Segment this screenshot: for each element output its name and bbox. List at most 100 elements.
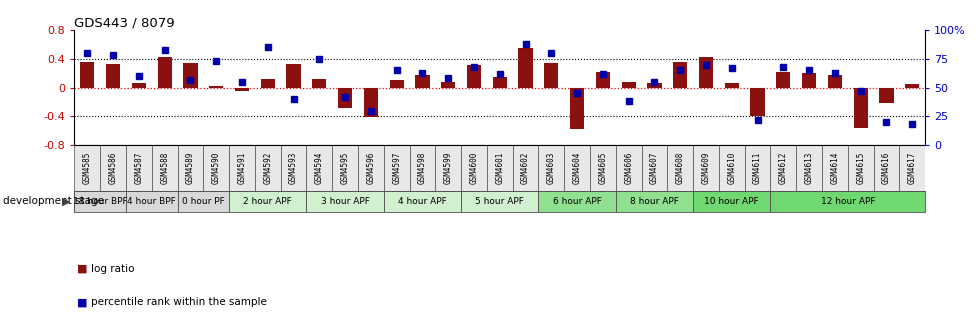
Bar xyxy=(260,79,275,88)
Text: GSM4608: GSM4608 xyxy=(675,152,684,184)
Bar xyxy=(100,145,126,191)
Text: GSM4602: GSM4602 xyxy=(520,152,529,184)
Bar xyxy=(358,145,383,191)
Bar xyxy=(177,145,203,191)
Bar xyxy=(673,62,687,88)
Text: 4 hour BPF: 4 hour BPF xyxy=(127,197,176,206)
Bar xyxy=(183,62,198,88)
Bar xyxy=(152,145,177,191)
Bar xyxy=(750,88,764,116)
Text: GSM4594: GSM4594 xyxy=(315,152,324,184)
Text: GSM4588: GSM4588 xyxy=(160,152,169,184)
Bar xyxy=(281,145,306,191)
Text: GSM4604: GSM4604 xyxy=(572,152,581,184)
Bar xyxy=(415,75,429,88)
Bar xyxy=(312,79,326,88)
Text: ■: ■ xyxy=(77,264,88,274)
Text: 2 hour APF: 2 hour APF xyxy=(244,197,291,206)
Bar xyxy=(538,145,563,191)
Bar xyxy=(827,75,841,88)
Text: percentile rank within the sample: percentile rank within the sample xyxy=(91,297,267,307)
Text: GSM4591: GSM4591 xyxy=(238,152,246,184)
Bar xyxy=(409,145,435,191)
Text: GSM4589: GSM4589 xyxy=(186,152,195,184)
Bar xyxy=(287,64,300,88)
Text: GSM4617: GSM4617 xyxy=(907,152,915,184)
Bar xyxy=(74,145,100,191)
Text: GSM4592: GSM4592 xyxy=(263,152,272,184)
Bar xyxy=(461,191,538,212)
Text: GSM4593: GSM4593 xyxy=(289,152,297,184)
Text: GSM4598: GSM4598 xyxy=(418,152,426,184)
Bar xyxy=(461,145,486,191)
Bar xyxy=(692,191,770,212)
Bar xyxy=(74,191,126,212)
Bar xyxy=(126,191,177,212)
Bar xyxy=(872,145,899,191)
Bar xyxy=(847,145,872,191)
Text: 5 hour APF: 5 hour APF xyxy=(475,197,523,206)
Text: GSM4600: GSM4600 xyxy=(469,152,478,184)
Bar xyxy=(770,145,795,191)
Bar xyxy=(467,65,480,88)
Text: GSM4615: GSM4615 xyxy=(856,152,865,184)
Bar xyxy=(724,83,738,88)
Bar xyxy=(795,145,822,191)
Bar xyxy=(306,191,383,212)
Bar xyxy=(383,145,409,191)
Bar xyxy=(209,86,223,88)
Bar xyxy=(615,191,692,212)
Bar xyxy=(383,191,461,212)
Text: GSM4586: GSM4586 xyxy=(109,152,117,184)
Bar xyxy=(254,145,281,191)
Bar xyxy=(435,145,461,191)
Bar xyxy=(801,73,816,88)
Bar xyxy=(853,88,867,128)
Bar xyxy=(106,64,120,88)
Bar xyxy=(332,145,358,191)
Bar xyxy=(492,77,507,88)
Bar xyxy=(177,191,229,212)
Text: GSM4614: GSM4614 xyxy=(829,152,838,184)
Bar xyxy=(538,191,615,212)
Bar xyxy=(569,88,584,129)
Text: 4 hour APF: 4 hour APF xyxy=(398,197,446,206)
Text: GSM4596: GSM4596 xyxy=(366,152,375,184)
Text: GSM4595: GSM4595 xyxy=(340,152,349,184)
Bar xyxy=(229,191,306,212)
Bar xyxy=(486,145,512,191)
Bar xyxy=(905,84,918,88)
Bar xyxy=(590,145,615,191)
Bar xyxy=(878,88,893,103)
Text: GSM4605: GSM4605 xyxy=(598,152,606,184)
Bar xyxy=(596,72,609,88)
Text: 8 hour APF: 8 hour APF xyxy=(630,197,678,206)
Bar xyxy=(744,145,770,191)
Bar xyxy=(776,72,789,88)
Bar xyxy=(512,145,538,191)
Text: development stage: development stage xyxy=(3,196,104,206)
Bar xyxy=(646,83,661,88)
Text: log ratio: log ratio xyxy=(91,264,134,274)
Bar xyxy=(641,145,667,191)
Text: GSM4613: GSM4613 xyxy=(804,152,813,184)
Bar xyxy=(770,191,924,212)
Text: 6 hour APF: 6 hour APF xyxy=(553,197,600,206)
Text: GSM4585: GSM4585 xyxy=(83,152,92,184)
Bar xyxy=(126,145,152,191)
Text: GSM4587: GSM4587 xyxy=(134,152,143,184)
Bar xyxy=(718,145,744,191)
Bar xyxy=(364,88,378,117)
Bar xyxy=(132,83,146,88)
Text: GSM4606: GSM4606 xyxy=(624,152,633,184)
Bar xyxy=(306,145,332,191)
Bar xyxy=(544,62,557,88)
Bar xyxy=(229,145,254,191)
Text: GSM4609: GSM4609 xyxy=(701,152,710,184)
Bar xyxy=(80,62,94,88)
Text: GSM4597: GSM4597 xyxy=(392,152,401,184)
Bar xyxy=(389,80,403,88)
Bar xyxy=(692,145,718,191)
Bar xyxy=(698,57,712,88)
Bar xyxy=(899,145,924,191)
